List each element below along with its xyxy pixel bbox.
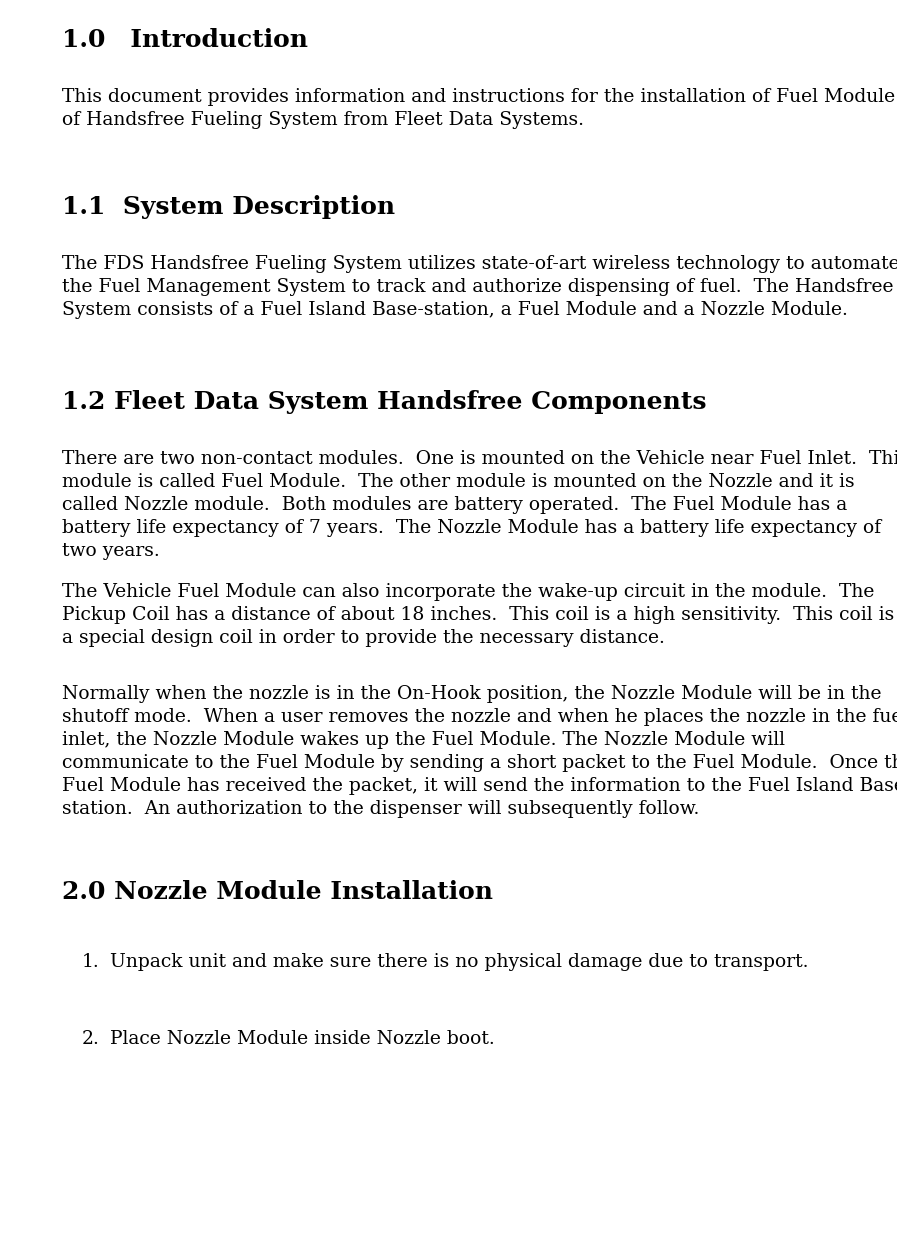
Text: Place Nozzle Module inside Nozzle boot.: Place Nozzle Module inside Nozzle boot.: [110, 1030, 495, 1047]
Text: 2.: 2.: [82, 1030, 100, 1047]
Text: The FDS Handsfree Fueling System utilizes state-of-art wireless technology to au: The FDS Handsfree Fueling System utilize…: [62, 254, 897, 319]
Text: 1.2 Fleet Data System Handsfree Components: 1.2 Fleet Data System Handsfree Componen…: [62, 390, 707, 414]
Text: 1.0 Introduction: 1.0 Introduction: [62, 27, 308, 52]
Text: This document provides information and instructions for the installation of Fuel: This document provides information and i…: [62, 89, 895, 128]
Text: Unpack unit and make sure there is no physical damage due to transport.: Unpack unit and make sure there is no ph…: [110, 953, 808, 971]
Text: Normally when the nozzle is in the On-Hook position, the Nozzle Module will be i: Normally when the nozzle is in the On-Ho…: [62, 685, 897, 818]
Text: 1.: 1.: [82, 953, 100, 971]
Text: There are two non-contact modules.  One is mounted on the Vehicle near Fuel Inle: There are two non-contact modules. One i…: [62, 450, 897, 560]
Text: 2.0 Nozzle Module Installation: 2.0 Nozzle Module Installation: [62, 880, 493, 904]
Text: The Vehicle Fuel Module can also incorporate the wake-up circuit in the module. : The Vehicle Fuel Module can also incorpo…: [62, 584, 894, 647]
Text: 1.1  System Description: 1.1 System Description: [62, 195, 395, 219]
